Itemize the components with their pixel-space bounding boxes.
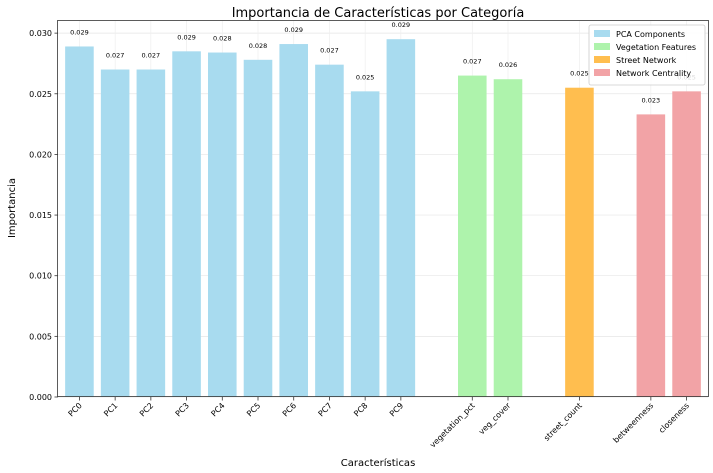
plot-frame [57, 20, 709, 397]
legend-label: Network Centrality [616, 69, 691, 78]
chart-title: Importancia de Características por Categ… [232, 6, 525, 21]
bar-pc3 [172, 51, 201, 398]
bar-pc2 [136, 69, 166, 398]
legend-swatch [594, 69, 610, 76]
bar-betweenness [636, 114, 666, 397]
y-tick-label: 0.030 [29, 29, 52, 38]
bar-value-label: 0.029 [177, 33, 196, 41]
bar-value-label: 0.023 [642, 96, 661, 104]
bar-pc5 [243, 59, 273, 398]
y-tick-label: 0.020 [29, 150, 52, 159]
x-tick-label: closeness [657, 401, 691, 435]
legend-label: Vegetation Features [616, 43, 696, 52]
legend-swatch [594, 30, 610, 37]
bar-value-label: 0.028 [213, 35, 232, 43]
bar-pc4 [208, 52, 237, 397]
bar-value-label: 0.029 [392, 21, 411, 29]
legend-swatch [594, 56, 610, 63]
bar-value-label: 0.025 [356, 73, 375, 81]
bar-pc6 [279, 44, 308, 397]
bar-closeness [672, 91, 701, 397]
x-tick-label: vegetation_pct [428, 401, 477, 450]
y-tick-label: 0.010 [29, 272, 52, 281]
y-tick-label: 0.025 [29, 90, 52, 99]
bar-value-label: 0.029 [70, 28, 89, 36]
x-tick-label: PC2 [138, 401, 155, 418]
x-tick-label: street_count [542, 401, 584, 443]
bar-pc0 [65, 46, 94, 397]
bar-value-label: 0.026 [499, 61, 518, 69]
bars [65, 39, 701, 398]
legend-swatch [594, 43, 610, 50]
x-tick-label: PC9 [388, 401, 405, 418]
bar-vegetation-pct [458, 75, 487, 398]
bar-pc1 [100, 69, 130, 398]
y-tick-label: 0.015 [29, 211, 52, 220]
bar-pc7 [315, 64, 344, 397]
y-axis-title: Importancia [7, 178, 18, 238]
legend-label: PCA Components [616, 30, 685, 39]
legend: PCA Components Vegetation Features Street … [588, 24, 706, 86]
bar-pc8 [350, 91, 380, 397]
x-tick-label: betweenness [611, 401, 655, 445]
x-tick-label: PC0 [67, 401, 84, 418]
bar-value-label: 0.028 [249, 42, 268, 50]
bar-value-label: 0.027 [106, 52, 125, 60]
x-tick-label: PC1 [102, 401, 119, 418]
x-axis-ticks: PC0 PC1 PC2 PC3 PC4 PC5 PC6 PC7 PC8 PC9 vegetation… [67, 397, 691, 450]
bar-value-label: 0.029 [284, 26, 303, 34]
bar-pc9 [386, 39, 416, 398]
x-tick-label: PC4 [209, 401, 226, 418]
bar-street-count [565, 87, 594, 397]
bar-value-label: 0.027 [463, 58, 482, 66]
legend-label: Street Network [616, 56, 677, 65]
x-tick-label: PC3 [174, 401, 191, 418]
x-axis-title: Características [341, 457, 416, 469]
bar-veg-cover [493, 79, 523, 397]
bar-value-label: 0.027 [142, 52, 161, 60]
bar-value-label: 0.025 [570, 70, 589, 78]
x-tick-label: veg_cover [477, 401, 513, 437]
x-tick-label: PC6 [281, 401, 298, 418]
x-tick-label: PC7 [317, 401, 334, 418]
bar-value-label: 0.027 [320, 47, 339, 55]
y-tick-label: 0.000 [29, 393, 52, 402]
y-tick-label: 0.005 [29, 332, 52, 341]
y-axis-ticks: 0.000 0.005 0.010 0.015 0.020 0.025 0.030 [29, 29, 58, 402]
x-tick-label: PC5 [245, 401, 262, 418]
legend-box [588, 24, 706, 86]
x-tick-label: PC8 [352, 401, 369, 418]
